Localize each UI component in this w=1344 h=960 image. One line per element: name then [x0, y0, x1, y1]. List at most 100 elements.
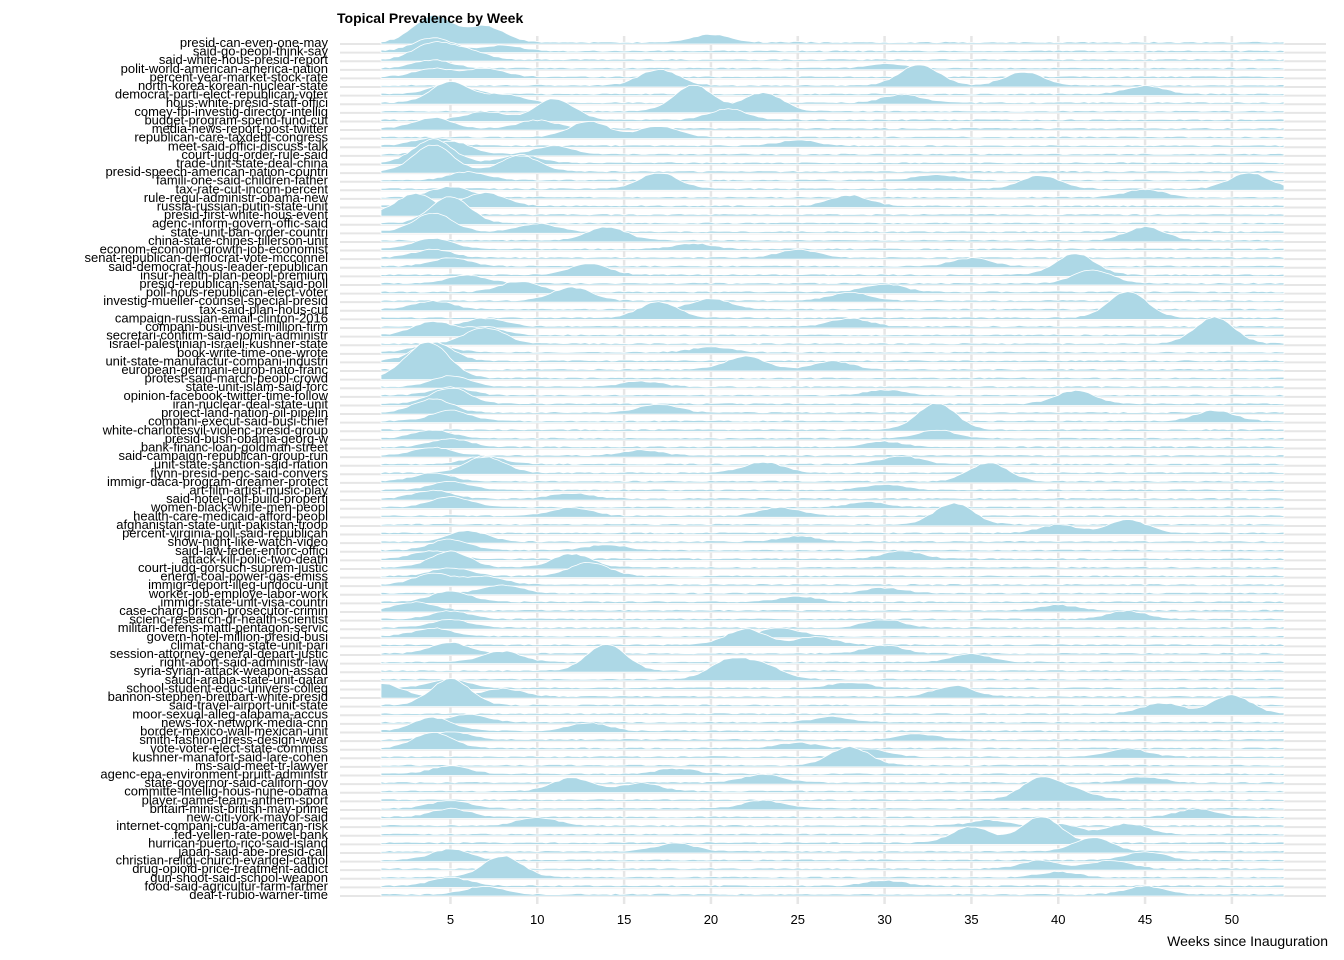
y-tick-label: state-unit-ban-order-countri — [170, 224, 328, 239]
ridge-insur-health-plan-peopl-premium — [380, 253, 1285, 277]
ridge-drug-opioid-price-treatment-addict — [380, 859, 1285, 871]
ridge-food-said-agricultur-farm-farmer — [380, 876, 1285, 888]
y-tick-label: japan-said-abe-presid-call — [177, 844, 328, 859]
ridge-meet-said-offici-discuss-talk — [380, 137, 1285, 148]
ridge-smith-fashion-dress-design-wear — [380, 731, 1285, 742]
ridge-said-democrat-hous-leader-republican — [380, 257, 1285, 269]
ridge-japan-said-abe-presid-call — [380, 837, 1285, 854]
ridge-campaign-russian-email-clinton-2016 — [380, 291, 1285, 320]
ridge-syria-syrian-attack-weapon-assad — [380, 644, 1285, 673]
ridge-gun-shoot-said-school-weapon — [380, 855, 1285, 880]
y-tick-label: polit-world-american-america-nation — [121, 61, 328, 76]
y-tick-label: case-charg-prison-prosecutor-crimin — [119, 603, 328, 618]
y-tick-label: project-land-nation-oil-pipelin — [161, 405, 328, 420]
y-tick-label: state-governor-said-californ-gov — [144, 775, 328, 790]
ridge-case-charg-prison-prosecutor-crimin — [380, 601, 1285, 613]
ridge-presid-speech-american-nation-countri — [380, 144, 1285, 174]
y-tick-label: bank-financ-loan-goldman-street — [141, 439, 329, 454]
y-tick-label: insur-health-plan-peopl-premium — [140, 267, 328, 282]
y-tick-label: agenc-epa-environment-pruitt-administr — [100, 767, 328, 782]
x-tick-label: 15 — [617, 912, 631, 927]
y-tick-label: immigr-state-unit-visa-countri — [160, 594, 328, 609]
y-tick-label: show-night-like-watch-video — [168, 534, 328, 549]
ridge-news-fox-network-media-cnn — [380, 713, 1285, 725]
ridge-book-write-time-one-wrote — [380, 343, 1285, 355]
ridge-session-attorney-general-depart-justic — [380, 641, 1285, 656]
ridge-new-citi-york-mayor-said — [380, 807, 1285, 819]
y-tick-label: gun-shoot-said-school-weapon — [150, 870, 328, 885]
ridge-said-travel-airport-unit-state — [380, 678, 1285, 708]
ridge-school-student-educ-univers-colleg — [380, 678, 1285, 690]
x-tick-label: 40 — [1051, 912, 1065, 927]
y-tick-label: energi-coal-power-gas-emiss — [160, 569, 328, 584]
y-tick-label: investig-mueller-counsel-special-presid — [103, 293, 328, 308]
y-tick-label: immigr-deport-illeg-undocu-unit — [148, 577, 328, 592]
ridge-art-film-artist-music-play — [380, 480, 1285, 492]
y-tick-label: worker-job-employe-labor-work — [148, 586, 329, 601]
y-tick-label: budget-program-spend-fund-cut — [144, 112, 328, 127]
y-tick-label: scienc-research-dr-health-scientist — [129, 612, 328, 627]
y-tick-label: rule-regul-administr-obama-new — [144, 190, 329, 205]
y-tick-label: tax-said-plan-hous-cut — [199, 302, 328, 317]
y-tick-label: democrat-parti-elect-republican-voter — [115, 87, 329, 102]
ridge-health-care-medicaid-afford-peopl — [380, 506, 1285, 518]
ridge-israel-palestinian-israeli-kushner-state — [380, 316, 1285, 346]
ridge-moor-sexual-alleg-alabama-accus — [380, 694, 1285, 716]
y-tick-label: food-said-agricultur-farm-farmer — [145, 878, 329, 893]
y-tick-label: drug-opioid-price-treatment-addict — [132, 861, 328, 876]
ridges — [380, 14, 1285, 897]
y-tick-label: compani-busi-invest-million-firm — [145, 319, 328, 334]
y-tick-label: comey-fbi-investig-director-intellig — [134, 104, 328, 119]
y-tick-label: said-go-peopl-think-say — [193, 44, 329, 59]
ridge-show-night-like-watch-video — [380, 530, 1285, 544]
ridge-econom-economi-growth-job-economist — [380, 237, 1285, 251]
ridge-court-judg-gorsuch-suprem-justic — [380, 550, 1285, 570]
ridge-budget-program-spend-fund-cut — [380, 98, 1285, 122]
x-axis-label: Weeks since Inauguration — [1167, 933, 1328, 949]
ridge-republican-care-taxdebt-congress — [380, 120, 1285, 140]
y-tick-label: ms-said-meet-tr-lawyer — [195, 758, 329, 773]
ridge-iran-nuclear-deal-state-unit — [380, 388, 1285, 406]
ridge-bank-financ-loan-goldman-street — [380, 438, 1285, 449]
y-tick-label: said-campaign-republican-group-run — [118, 448, 328, 463]
ridge-trade-unit-state-deal-china — [380, 138, 1285, 165]
ridge-worker-job-employe-labor-work — [380, 584, 1285, 596]
ridge-compani-busi-invest-million-firm — [380, 317, 1285, 329]
y-tick-label: unit-state-manufactur-compani-industri — [105, 353, 328, 368]
ridge-senat-republican-democrat-vote-mcconnel — [380, 248, 1285, 260]
ridge-famili-one-said-children-father — [380, 170, 1285, 183]
y-tick-label: percent-year-market-stock-rate — [150, 69, 328, 84]
y-tick-label: presid-bush-obama-georg-w — [165, 431, 329, 446]
y-tick-label: unit-state-sanction-said-nation — [154, 457, 328, 472]
y-tick-label: percent-virginia-poll-said-republican — [122, 526, 328, 541]
ridge-poll-hous-republican-elect-voter — [380, 281, 1285, 294]
ridge-women-black-white-men-peopl — [380, 495, 1285, 510]
y-tick-label: presid-speech-american-nation-countri — [105, 164, 328, 179]
y-tick-label: white-charlottesvil-violenc-presid-group — [102, 422, 328, 437]
y-tick-label: campaign-russian-email-clinton-2016 — [115, 310, 328, 325]
y-tick-label: book-write-time-one-wrote — [177, 345, 328, 360]
ridge-energi-coal-power-gas-emiss — [380, 561, 1285, 578]
y-tick-label: tax-rate-cut-incom-percent — [176, 181, 329, 196]
y-tick-label: govern-hotel-million-presid-busi — [147, 629, 328, 644]
y-tick-label: compani-execut-said-busi-chief — [148, 414, 328, 429]
ridge-immigr-deport-illeg-undocu-unit — [380, 572, 1285, 587]
y-tick-label: secretari-confirm-said-nomin-administr — [106, 328, 328, 343]
ridge-ms-said-meet-tr-lawyer — [380, 745, 1285, 768]
ridge-russia-russian-putin-state-unit — [380, 191, 1285, 208]
y-tick-label: bannon-stephen-breitbart-white-presid — [108, 689, 328, 704]
y-tick-label: immigr-daca-program-dreamer-protect — [107, 474, 328, 489]
y-tick-label: agenc-inform-govern-offic-said — [152, 216, 328, 231]
x-tick-label: 5 — [447, 912, 454, 927]
ridge-protest-said-march-peopl-crowd — [380, 341, 1285, 380]
ridge-scienc-research-dr-health-scientist — [380, 609, 1285, 621]
y-tick-label: court-judg-gorsuch-suprem-justic — [138, 560, 329, 575]
ridge-polit-world-american-america-nation — [380, 59, 1285, 71]
x-tick-label: 20 — [704, 912, 718, 927]
ridge-immigr-daca-program-dreamer-protect — [380, 462, 1285, 484]
y-tick-label: committe-intellig-hous-nune-obama — [124, 784, 329, 799]
y-tick-label: art-film-artist-music-play — [189, 483, 328, 498]
ridge-compani-execut-said-busi-chief — [380, 409, 1285, 424]
chart-title: Topical Prevalence by Week — [337, 10, 523, 26]
